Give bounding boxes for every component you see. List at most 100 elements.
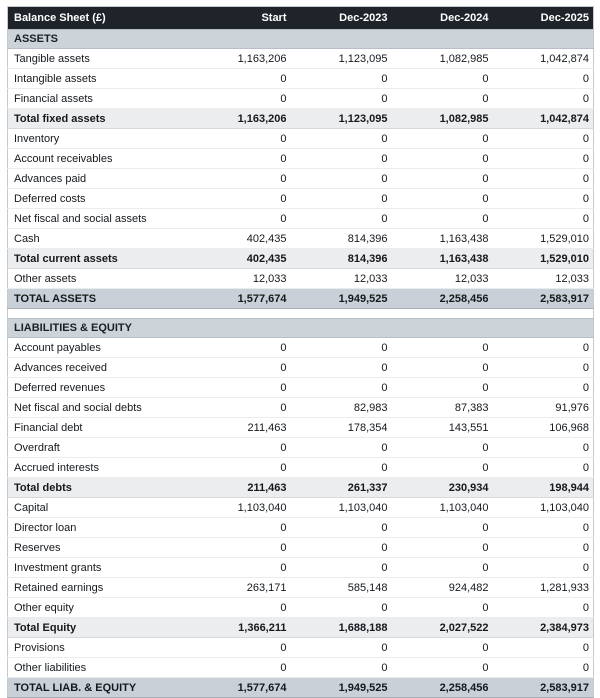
row-value: 0 bbox=[391, 657, 493, 678]
table-body: ASSETS Tangible assets 1,163,206 1,123,095 1… bbox=[7, 29, 594, 698]
row-value: 1,163,206 bbox=[189, 108, 291, 129]
row-value: 0 bbox=[290, 188, 392, 209]
section-header-row: ASSETS bbox=[7, 29, 594, 49]
column-header-dec-2024: Dec-2024 bbox=[391, 6, 493, 30]
row-value: 0 bbox=[391, 377, 493, 398]
row-value: 1,082,985 bbox=[391, 108, 493, 129]
row-value: 82,983 bbox=[290, 397, 392, 418]
row-label: Inventory bbox=[7, 128, 190, 149]
row-value: 2,583,917 bbox=[492, 288, 594, 309]
table-row: Total Equity 1,366,211 1,688,188 2,027,522 2… bbox=[7, 617, 594, 638]
row-label: Overdraft bbox=[7, 437, 190, 458]
row-label: Deferred costs bbox=[7, 188, 190, 209]
row-value: 87,383 bbox=[391, 397, 493, 418]
table-row: Director loan 0 0 0 0 bbox=[7, 517, 594, 538]
row-value: 0 bbox=[189, 397, 291, 418]
row-value: 0 bbox=[492, 88, 594, 109]
column-header-dec-2023: Dec-2023 bbox=[290, 6, 392, 30]
row-label: Tangible assets bbox=[7, 48, 190, 69]
row-value: 1,123,095 bbox=[290, 48, 392, 69]
table-row: Capital 1,103,040 1,103,040 1,103,040 1,103,… bbox=[7, 497, 594, 518]
row-value: 1,163,438 bbox=[391, 248, 493, 269]
table-row: Total debts 211,463 261,337 230,934 198,944 bbox=[7, 477, 594, 498]
row-label: Deferred revenues bbox=[7, 377, 190, 398]
row-value: 0 bbox=[290, 68, 392, 89]
table-header-row: Balance Sheet (£) Start Dec-2023 Dec-202… bbox=[7, 6, 594, 30]
row-value: 0 bbox=[290, 128, 392, 149]
row-value: 924,482 bbox=[391, 577, 493, 598]
table-row: Net fiscal and social assets 0 0 0 0 bbox=[7, 208, 594, 229]
row-value: 1,949,525 bbox=[290, 288, 392, 309]
table-row: Reserves 0 0 0 0 bbox=[7, 537, 594, 558]
row-label: Net fiscal and social debts bbox=[7, 397, 190, 418]
row-value: 1,082,985 bbox=[391, 48, 493, 69]
table-row: Financial debt 211,463 178,354 143,551 106,9… bbox=[7, 417, 594, 438]
row-value: 0 bbox=[492, 557, 594, 578]
row-value: 0 bbox=[391, 437, 493, 458]
row-value: 2,583,917 bbox=[492, 677, 594, 698]
section-spacer bbox=[7, 308, 594, 319]
row-value: 0 bbox=[492, 337, 594, 358]
table-row: Accrued interests 0 0 0 0 bbox=[7, 457, 594, 478]
row-value: 0 bbox=[189, 188, 291, 209]
column-header-start: Start bbox=[189, 6, 291, 30]
row-value: 0 bbox=[492, 377, 594, 398]
row-value: 0 bbox=[492, 148, 594, 169]
row-label: Total Equity bbox=[7, 617, 190, 638]
row-value: 0 bbox=[290, 597, 392, 618]
row-value: 0 bbox=[492, 357, 594, 378]
row-value: 1,577,674 bbox=[189, 288, 291, 309]
table-row: Investment grants 0 0 0 0 bbox=[7, 557, 594, 578]
row-value: 0 bbox=[290, 517, 392, 538]
row-value: 1,103,040 bbox=[391, 497, 493, 518]
row-value: 0 bbox=[290, 437, 392, 458]
section-header-label: LIABILITIES & EQUITY bbox=[7, 318, 594, 338]
row-value: 1,042,874 bbox=[492, 48, 594, 69]
row-value: 1,123,095 bbox=[290, 108, 392, 129]
row-value: 0 bbox=[391, 357, 493, 378]
row-value: 0 bbox=[391, 597, 493, 618]
row-value: 0 bbox=[391, 537, 493, 558]
row-value: 0 bbox=[492, 437, 594, 458]
row-value: 0 bbox=[492, 637, 594, 658]
table-row: Total current assets 402,435 814,396 1,163,… bbox=[7, 248, 594, 269]
table-row: Inventory 0 0 0 0 bbox=[7, 128, 594, 149]
table-row: Financial assets 0 0 0 0 bbox=[7, 88, 594, 109]
row-value: 261,337 bbox=[290, 477, 392, 498]
row-value: 1,042,874 bbox=[492, 108, 594, 129]
row-value: 0 bbox=[391, 557, 493, 578]
row-value: 814,396 bbox=[290, 248, 392, 269]
row-label: Investment grants bbox=[7, 557, 190, 578]
row-value: 0 bbox=[290, 148, 392, 169]
row-value: 1,949,525 bbox=[290, 677, 392, 698]
table-row: Net fiscal and social debts 0 82,983 87,383… bbox=[7, 397, 594, 418]
row-value: 0 bbox=[189, 88, 291, 109]
row-value: 91,976 bbox=[492, 397, 594, 418]
row-value: 1,103,040 bbox=[189, 497, 291, 518]
row-value: 0 bbox=[189, 637, 291, 658]
table-row: Account receivables 0 0 0 0 bbox=[7, 148, 594, 169]
row-label: Account receivables bbox=[7, 148, 190, 169]
row-value: 12,033 bbox=[391, 268, 493, 289]
row-label: TOTAL LIAB. & EQUITY bbox=[7, 677, 190, 698]
table-row: Total fixed assets 1,163,206 1,123,095 1,08… bbox=[7, 108, 594, 129]
row-value: 263,171 bbox=[189, 577, 291, 598]
row-value: 12,033 bbox=[290, 268, 392, 289]
table-row: Overdraft 0 0 0 0 bbox=[7, 437, 594, 458]
table-row: Advances paid 0 0 0 0 bbox=[7, 168, 594, 189]
row-value: 2,258,456 bbox=[391, 677, 493, 698]
table-row: Other liabilities 0 0 0 0 bbox=[7, 657, 594, 678]
row-value: 0 bbox=[290, 537, 392, 558]
row-value: 0 bbox=[290, 657, 392, 678]
row-value: 0 bbox=[290, 208, 392, 229]
row-value: 0 bbox=[492, 128, 594, 149]
section-spacer-cell bbox=[7, 308, 594, 319]
row-value: 0 bbox=[492, 457, 594, 478]
row-label: TOTAL ASSETS bbox=[7, 288, 190, 309]
row-value: 2,027,522 bbox=[391, 617, 493, 638]
row-value: 0 bbox=[492, 517, 594, 538]
row-label: Advances paid bbox=[7, 168, 190, 189]
row-value: 0 bbox=[492, 168, 594, 189]
row-value: 0 bbox=[290, 457, 392, 478]
